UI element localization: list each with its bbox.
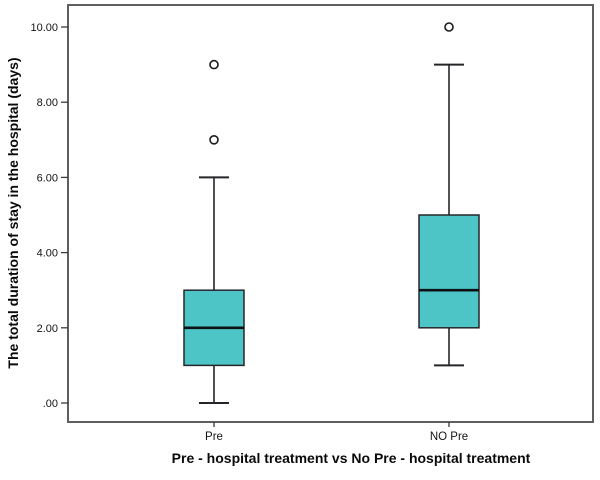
y-axis-title: The total duration of stay in the hospit… (5, 57, 21, 368)
outlier-point (444, 22, 454, 32)
y-tick-label: 2.00 (37, 323, 58, 335)
y-axis-ticks: .00 2.00 4.00 6.00 8.00 10.00 (30, 22, 68, 410)
x-axis-ticks: Pre NO Pre (205, 422, 468, 443)
y-tick-label: 6.00 (37, 172, 58, 184)
x-category-label: Pre (205, 431, 223, 443)
y-tick-label: .00 (43, 398, 58, 410)
box-no-pre (418, 22, 480, 367)
x-axis-title: Pre - hospital treatment vs No Pre - hos… (172, 450, 531, 466)
y-tick-label: 4.00 (37, 248, 58, 260)
y-tick-label: 8.00 (37, 97, 58, 109)
x-category-label: NO Pre (430, 431, 468, 443)
outlier-point (209, 135, 219, 145)
y-tick-label: 10.00 (30, 22, 58, 34)
iqr-box (418, 214, 480, 329)
boxplots (183, 22, 480, 404)
box-pre (183, 59, 245, 404)
plot-frame (67, 4, 594, 423)
outlier-point (209, 59, 219, 70)
